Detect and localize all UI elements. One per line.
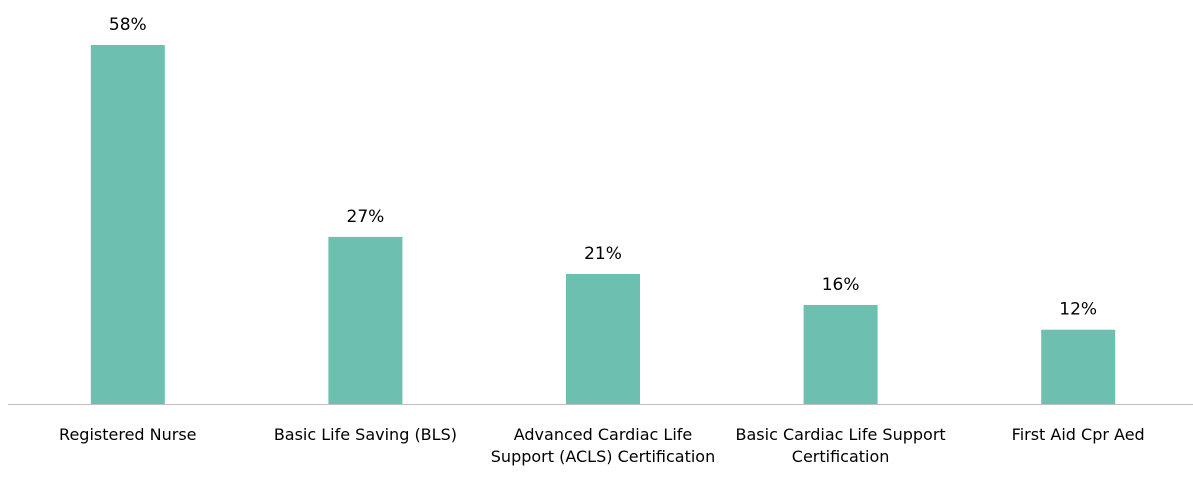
value-label: 27% <box>347 207 385 227</box>
bar <box>90 45 165 404</box>
x-tick-label: First Aid Cpr Aed <box>1011 425 1145 444</box>
value-label: 21% <box>584 244 622 264</box>
x-tick-label: Basic Life Saving (BLS) <box>273 425 457 444</box>
x-tick-label: Advanced Cardiac Life Support (ACLS) Cer… <box>490 425 716 466</box>
bar <box>566 274 640 404</box>
value-label: 58% <box>109 15 147 35</box>
value-label: 12% <box>1059 300 1097 320</box>
bar <box>803 304 878 404</box>
x-tick-label: Basic Cardiac Life Support Certification <box>735 425 946 466</box>
x-tick-label: Registered Nurse <box>59 425 197 444</box>
value-label: 16% <box>822 275 860 295</box>
bar <box>1041 329 1116 404</box>
bar <box>328 236 403 404</box>
